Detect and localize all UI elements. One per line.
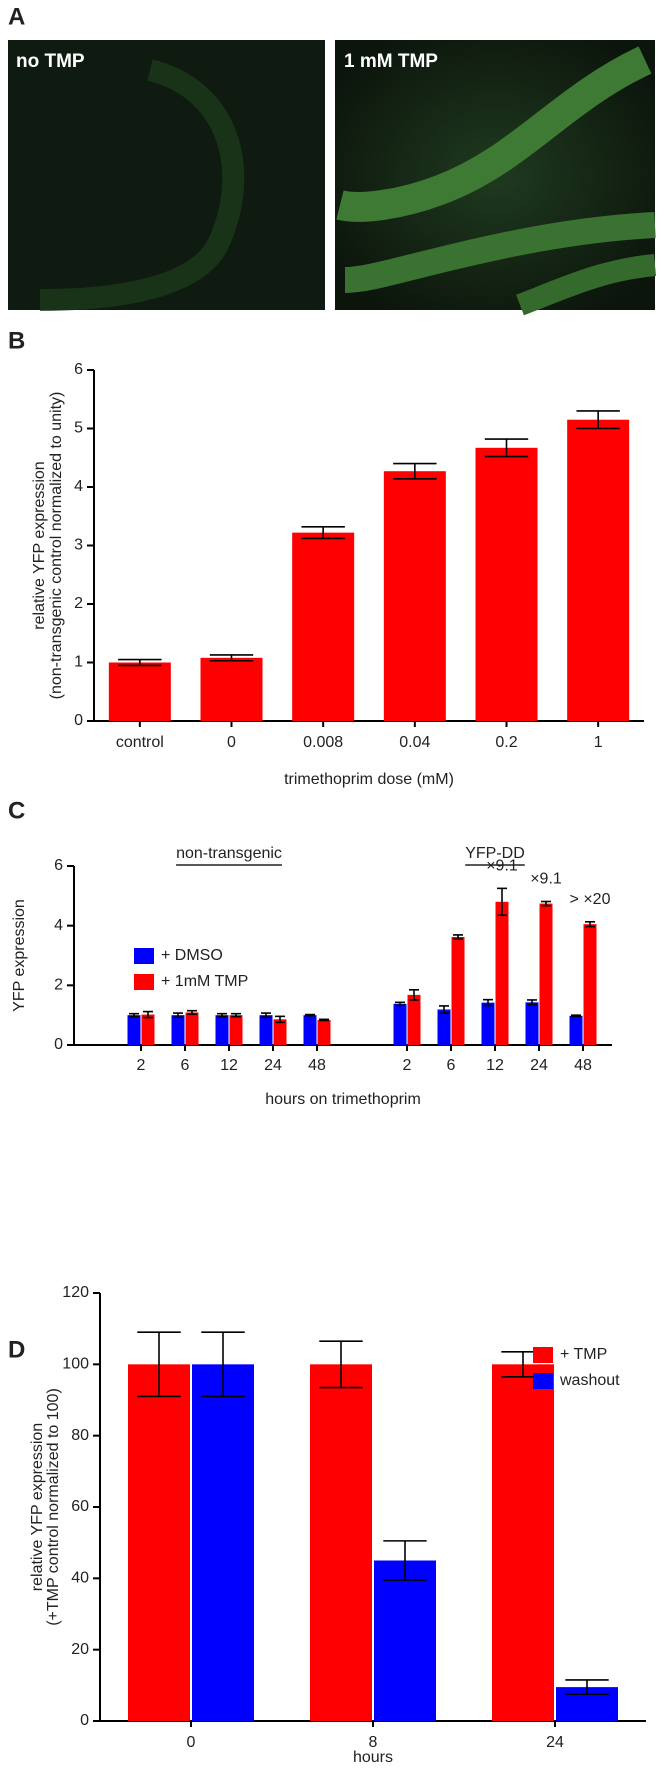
annotation: > ×20 (570, 891, 611, 908)
x-tick-label: 0 (187, 1734, 196, 1751)
y-tick-label: 20 (71, 1641, 89, 1658)
bar (567, 419, 630, 721)
annotation: ×9.1 (486, 858, 518, 875)
legend-swatch (134, 948, 154, 964)
y-axis-label: relative YFP expression (29, 1423, 46, 1591)
group-label: YFP-DD (465, 845, 525, 862)
bar (292, 532, 355, 721)
image-label: 1 mM TMP (344, 51, 438, 72)
y-axis-label: relative YFP expression (31, 461, 48, 629)
bar (383, 471, 446, 721)
bar (128, 1364, 190, 1721)
y-tick-label: 4 (74, 478, 83, 495)
y-tick-label: 2 (74, 595, 83, 612)
x-tick-label: 2 (403, 1057, 412, 1074)
bar (475, 447, 538, 721)
panel-label: C (8, 797, 25, 824)
bar (539, 903, 553, 1045)
y-tick-label: 80 (71, 1427, 89, 1444)
bar (495, 901, 509, 1045)
bar (374, 1560, 436, 1721)
x-tick-label: 0.04 (399, 734, 430, 751)
x-axis-label: hours on trimethoprim (265, 1091, 421, 1108)
bar (583, 924, 597, 1045)
x-tick-label: 0.2 (495, 734, 517, 751)
y-tick-label: 0 (74, 712, 83, 729)
y-tick-label: 40 (71, 1570, 89, 1587)
image-label: no TMP (16, 51, 85, 72)
x-tick-label: 1 (594, 734, 603, 751)
legend-swatch (134, 974, 154, 990)
x-axis-label: hours (353, 1749, 393, 1766)
x-tick-label: 12 (220, 1057, 238, 1074)
x-tick-label: 48 (574, 1057, 592, 1074)
x-tick-label: 0.008 (303, 734, 343, 751)
panel-label: D (8, 1336, 25, 1363)
bar (569, 1015, 583, 1045)
y-axis-label: (+TMP control normalized to 100) (45, 1388, 62, 1626)
y-tick-label: 100 (62, 1356, 89, 1373)
x-tick-label: 0 (227, 734, 236, 751)
micrograph: 1 mM TMP (335, 40, 657, 316)
panel-label: B (8, 327, 25, 354)
y-tick-label: 6 (74, 361, 83, 378)
y-tick-label: 120 (62, 1284, 89, 1301)
x-tick-label: 24 (546, 1734, 564, 1751)
bar (492, 1364, 554, 1721)
bar (273, 1019, 287, 1045)
x-tick-label: 48 (308, 1057, 326, 1074)
bar (215, 1015, 229, 1045)
y-tick-label: 3 (74, 537, 83, 554)
legend-label: + DMSO (161, 947, 223, 964)
group-label: non-transgenic (176, 845, 282, 862)
y-axis-label: (non-transgenic control normalized to un… (48, 392, 65, 700)
bar (229, 1015, 243, 1045)
bar (141, 1014, 155, 1045)
x-axis-label: trimethoprim dose (mM) (284, 771, 454, 788)
bar (437, 1009, 451, 1045)
y-axis-label: YFP expression (11, 899, 28, 1012)
y-tick-label: 2 (54, 977, 63, 994)
bar (407, 994, 421, 1045)
bar (310, 1364, 372, 1721)
bar (525, 1002, 539, 1045)
bar (303, 1015, 317, 1045)
panel-label: A (8, 3, 25, 30)
micrograph: no TMP (8, 40, 325, 311)
y-tick-label: 60 (71, 1498, 89, 1515)
bar (393, 1003, 407, 1045)
x-tick-label: 2 (137, 1057, 146, 1074)
y-tick-label: 0 (54, 1036, 63, 1053)
x-tick-label: 24 (264, 1057, 282, 1074)
x-tick-label: 6 (181, 1057, 190, 1074)
legend-swatch (533, 1347, 553, 1363)
x-tick-label: control (116, 734, 164, 751)
x-tick-label: 8 (369, 1734, 378, 1751)
x-tick-label: 6 (447, 1057, 456, 1074)
bar (185, 1012, 199, 1045)
y-tick-label: 0 (80, 1712, 89, 1729)
y-tick-label: 4 (54, 917, 63, 934)
y-tick-label: 6 (54, 857, 63, 874)
bar (451, 937, 465, 1045)
x-tick-label: 24 (530, 1057, 548, 1074)
bar (317, 1019, 331, 1045)
bar (171, 1015, 185, 1045)
legend-label: + TMP (560, 1346, 607, 1363)
bar (108, 662, 171, 721)
bar (127, 1015, 141, 1045)
x-tick-label: 12 (486, 1057, 504, 1074)
bar (192, 1364, 254, 1721)
bar (200, 657, 263, 721)
bar (481, 1002, 495, 1045)
bar (259, 1015, 273, 1045)
annotation: ×9.1 (530, 871, 562, 888)
legend-label: + 1mM TMP (161, 973, 248, 990)
legend-label: washout (559, 1372, 620, 1389)
legend-swatch (533, 1373, 553, 1389)
y-tick-label: 5 (74, 420, 83, 437)
y-tick-label: 1 (74, 654, 83, 671)
